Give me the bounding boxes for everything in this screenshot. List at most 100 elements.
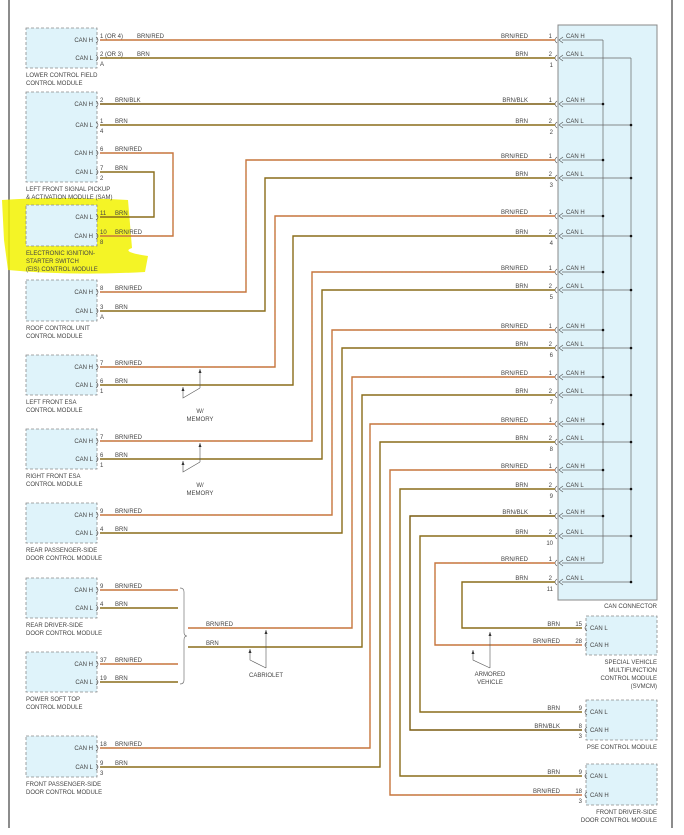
connector-pair-number: 6 [550, 353, 554, 359]
module-box [25, 577, 98, 619]
wire-color-label: BRN/RED [115, 361, 143, 367]
connector-signal-label: CAN H [566, 557, 585, 563]
module-pin-number: 3 [100, 305, 104, 311]
splice-dot [601, 514, 605, 518]
module-name: (EIS) CONTROL MODULE [26, 267, 98, 273]
wire-pair6-l [100, 347, 555, 534]
connector-signal-label: CAN H [566, 418, 585, 424]
connector-signal-label: CAN L [566, 342, 584, 348]
connector-pair-number: 7 [550, 400, 554, 406]
connector-signal-label: CAN H [566, 266, 585, 272]
module-name: STARTER SWITCH [26, 259, 79, 265]
annotation-label: CABRIOLET [249, 673, 283, 679]
wire-pair8-h [100, 423, 555, 749]
module-pin-number: 4 [100, 527, 104, 533]
arrow-up-icon [248, 649, 252, 653]
wire-pair10-l [419, 535, 582, 713]
option-annotation: W/MEMORY [181, 443, 213, 497]
arrow-up-icon [181, 461, 185, 465]
module-signal-label: CAN H [590, 728, 609, 734]
wire-pair9-h [389, 469, 582, 796]
left-module: CAN H 2 BRN/BLK CAN L 1 BRN CAN H 6 BRN/RED CAN L… [25, 91, 143, 201]
wire-sam-eis-h-stripe [100, 152, 174, 237]
wire-color-label: BRN/BLK [534, 724, 560, 730]
splice-dot [629, 440, 633, 444]
option-annotation: W/MEMORY [181, 369, 213, 423]
left-module: CAN H 7 BRN/RED CAN L 6 BRN 1 RIGHT FRONT ESA CO… [25, 428, 143, 488]
module-terminal-icon [95, 232, 99, 240]
connector-signal-label: CAN L [566, 389, 584, 395]
module-box [585, 699, 658, 741]
wire-color-label: BRN [515, 172, 528, 178]
module-connector-id: 3 [579, 799, 583, 805]
left-module: CAN H 9 BRN/RED CAN L 4 BRN REAR DRIVER-SIDE DO… [25, 577, 143, 637]
module-name: LOWER CONTROL FIELD [26, 73, 98, 79]
connector-pin-number: 1 [549, 418, 553, 424]
wire-color-label: BRN/RED [501, 371, 529, 377]
connector-signal-label: CAN L [566, 576, 584, 582]
module-signal-label: CAN H [74, 439, 93, 445]
module-connector-id: 4 [100, 129, 104, 135]
module-name: REAR DRIVER-SIDE [26, 623, 83, 629]
module-pin-number: 1 [100, 119, 104, 125]
module-terminal-icon [95, 149, 99, 157]
wire-color-label: BRN [115, 453, 128, 459]
wire-color-label: BRN/BLK [502, 98, 528, 104]
module-signal-label: CAN H [74, 588, 93, 594]
module-signal-label: CAN L [75, 457, 93, 463]
module-terminal-icon [95, 744, 99, 752]
arrow-up-icon [198, 369, 202, 373]
module-signal-label: CAN H [74, 234, 93, 240]
wire-pair7-l [188, 394, 555, 648]
module-name: REAR PASSENGER-SIDE [26, 548, 97, 554]
wire-color-label: BRN/RED [115, 147, 143, 153]
can-connector-box [557, 24, 658, 601]
wire-pair11-h-stripe [434, 562, 582, 646]
wire-color-label: BRN [515, 52, 528, 58]
wire-color-label: BRN/RED [533, 639, 561, 645]
module-signal-label: CAN H [74, 513, 93, 519]
module-name: CONTROL MODULE [601, 676, 657, 682]
module-terminal-icon [95, 455, 99, 463]
connector-pair-number: 10 [546, 541, 553, 547]
module-signal-label: CAN H [590, 793, 609, 799]
splice-dot [629, 176, 633, 180]
module-pin-number: 7 [100, 435, 104, 441]
module-pin-number: 9 [579, 706, 583, 712]
annotation-label: W/ [196, 409, 204, 415]
module-terminal-icon [95, 660, 99, 668]
module-terminal-icon [95, 437, 99, 445]
wire-color-label: BRN/RED [137, 34, 165, 40]
wire-color-label: BRN [515, 230, 528, 236]
connector-pin-number: 2 [549, 576, 553, 582]
module-name: CONTROL MODULE [26, 408, 82, 414]
module-signal-label: CAN L [590, 710, 608, 716]
wire-color-label: BRN [547, 706, 560, 712]
wire-color-label: BRN [515, 119, 528, 125]
module-pin-number: 1 (OR 4) [100, 34, 123, 40]
annotation-label: W/ [196, 483, 204, 489]
wire-color-label: BRN [547, 622, 560, 628]
connector-signal-label: CAN L [566, 230, 584, 236]
wire-color-label: BRN [515, 389, 528, 395]
module-terminal-icon [584, 791, 588, 799]
wire-color-label: BRN [115, 305, 128, 311]
module-box [25, 204, 98, 247]
left-module: CAN H 1 (OR 4) BRN/RED CAN L 2 (OR 3) BRN ALOW… [25, 27, 165, 87]
module-signal-label: CAN L [590, 774, 608, 780]
splice-dot [601, 375, 605, 379]
connector-pin-number: 1 [549, 154, 553, 160]
module-name: ROOF CONTROL UNIT [26, 326, 90, 332]
module-signal-label: CAN H [74, 746, 93, 752]
module-name: LEFT FRONT SIGNAL PICKUP [26, 187, 110, 193]
wire-color-label: BRN [206, 641, 219, 647]
option-annotation: ARMORED VEHICLE [471, 632, 506, 686]
arrow-up-icon [264, 630, 268, 634]
wire-color-label: BRN [115, 379, 128, 385]
connector-pin-number: 1 [549, 34, 553, 40]
wire-pair9-h-stripe [389, 469, 582, 796]
module-connector-id: 8 [100, 240, 104, 246]
module-pin-number: 37 [100, 658, 107, 664]
connector-signal-label: CAN L [566, 52, 584, 58]
wire-color-label: BRN [115, 211, 128, 217]
